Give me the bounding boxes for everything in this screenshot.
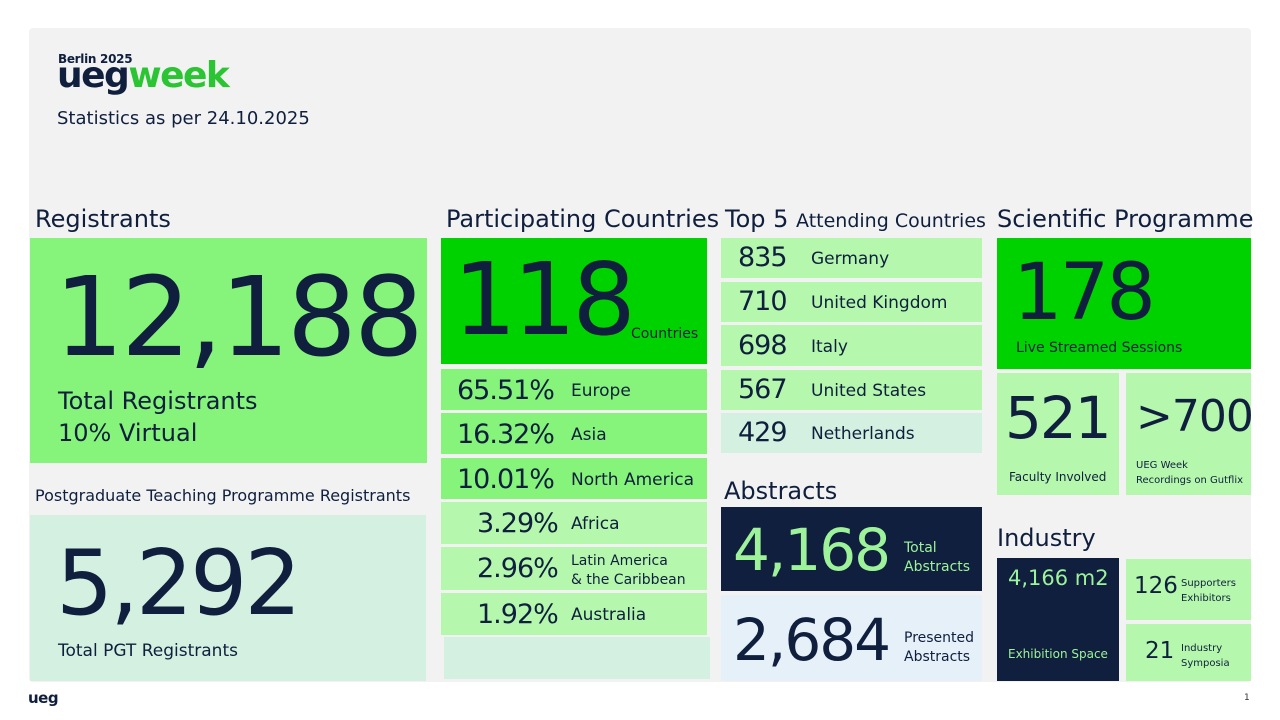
logo-city-year: Berlin 2025: [58, 52, 133, 66]
faculty-label: Faculty Involved: [1009, 470, 1107, 484]
top5-row: 698 Italy: [721, 325, 982, 366]
top5-count: 567: [738, 374, 788, 405]
top5-heading-main: Top 5: [725, 205, 789, 233]
pgt-heading: Postgraduate Teaching Programme Registra…: [35, 486, 411, 505]
symposia-label2: Symposia: [1181, 658, 1230, 669]
region-row-latin-america: 2.96% Latin America & the Caribbean: [441, 547, 707, 590]
footer-ueg-logo: ueg: [28, 689, 59, 707]
abstracts-presented-label: Presented Abstracts: [904, 629, 974, 667]
supporters-label1: Supporters: [1181, 578, 1237, 589]
top5-row: 835 Germany: [721, 238, 982, 278]
supporters-count: 126: [1134, 573, 1178, 599]
region-row-africa: 3.29% Africa: [441, 502, 707, 544]
region-pct: 2.96%: [477, 553, 559, 584]
sessions-label: Live Streamed Sessions: [1016, 340, 1183, 356]
recordings-label1: UEG Week: [1136, 460, 1188, 471]
countries-card: 118 Countries: [441, 238, 707, 364]
region-row-north-america: 10.01% North America: [441, 458, 707, 499]
registrants-total: 12,188: [54, 253, 424, 381]
exhibition-space-value: 4,166 m2: [1008, 566, 1109, 590]
top5-heading-rest: Attending Countries: [796, 210, 986, 232]
abstracts-presented: 2,684: [733, 606, 891, 674]
top5-heading: Top 5 Attending Countries: [725, 207, 986, 231]
faculty-count: 521: [1005, 384, 1112, 452]
symposia-card: 21 Industry Symposia: [1126, 624, 1251, 681]
top5-country: Italy: [811, 337, 848, 357]
registrants-heading: Registrants: [35, 205, 171, 233]
stats-date: Statistics as per 24.10.2025: [57, 108, 310, 129]
top5-row: 429 Netherlands: [721, 413, 982, 453]
abstracts-presented-card: 2,684 Presented Abstracts: [721, 595, 982, 681]
region-pct: 16.32%: [457, 419, 555, 450]
top5-row: 710 United Kingdom: [721, 282, 982, 322]
supporters-label2: Exhibitors: [1181, 593, 1231, 604]
abstracts-total-label: Total Abstracts: [904, 539, 970, 577]
registrants-virtual-label: 10% Virtual: [58, 419, 198, 447]
countries-count: 118: [453, 241, 636, 358]
countries-heading: Participating Countries: [446, 205, 720, 233]
region-name: Australia: [571, 605, 647, 625]
registrants-card: 12,188 Total Registrants 10% Virtual: [30, 238, 427, 463]
recordings-count: >700: [1136, 391, 1254, 442]
top5-country: Netherlands: [811, 424, 915, 444]
region-row-australia: 1.92% Australia: [441, 593, 707, 635]
faculty-card: 521 Faculty Involved: [997, 373, 1119, 495]
region-name: Latin America & the Caribbean: [571, 552, 686, 590]
pgt-total: 5,292: [56, 531, 302, 636]
supporters-label: Supporters Exhibitors: [1181, 576, 1236, 606]
exhibition-space-card: 4,166 m2 Exhibition Space: [997, 558, 1119, 681]
region-name: North America: [571, 470, 695, 490]
abstracts-presented-label1: Presented: [904, 630, 975, 646]
top5-country: United States: [811, 381, 927, 401]
symposia-label1: Industry: [1181, 643, 1223, 654]
abstracts-total-label1: Total: [904, 540, 937, 556]
region-name: Asia: [571, 425, 607, 445]
region-pct: 10.01%: [457, 464, 555, 495]
region-row-asia: 16.32% Asia: [441, 413, 707, 454]
registrants-total-label: Total Registrants: [58, 387, 258, 415]
sessions-count: 178: [1013, 248, 1156, 338]
region-name-line1: Latin America: [571, 553, 668, 569]
abstracts-total-card: 4,168 Total Abstracts: [721, 507, 982, 591]
recordings-card: >700 UEG Week Recordings on Gutflix: [1126, 373, 1254, 495]
top5-country: Germany: [811, 249, 890, 269]
region-row-empty: [444, 637, 710, 679]
supporters-card: 126 Supporters Exhibitors: [1126, 559, 1251, 620]
top5-row: 567 United States: [721, 370, 982, 410]
top5-count: 429: [738, 417, 788, 448]
recordings-label2: Recordings on Gutflix: [1136, 475, 1244, 486]
logo-week-text: week: [128, 55, 230, 96]
pgt-card: 5,292 Total PGT Registrants: [30, 515, 426, 681]
logo-ueg-text: ueg: [57, 55, 130, 96]
pgt-label: Total PGT Registrants: [58, 641, 238, 661]
region-row-europe: 65.51% Europe: [441, 369, 707, 410]
sessions-card: 178 Live Streamed Sessions: [997, 238, 1251, 369]
symposia-count: 21: [1145, 638, 1175, 664]
top5-count: 835: [738, 242, 788, 273]
top5-count: 710: [738, 286, 788, 317]
symposia-label: Industry Symposia: [1181, 641, 1230, 671]
recordings-label: UEG Week Recordings on Gutflix: [1136, 458, 1243, 488]
abstracts-total-label2: Abstracts: [904, 559, 971, 575]
abstracts-total: 4,168: [733, 516, 891, 584]
page-number: 1: [1244, 693, 1250, 703]
scientific-heading: Scientific Programme: [997, 205, 1254, 233]
abstracts-heading: Abstracts: [724, 477, 838, 505]
exhibition-space-label: Exhibition Space: [1008, 647, 1108, 661]
region-name: Europe: [571, 381, 631, 401]
region-name-line2: & the Caribbean: [571, 572, 686, 588]
abstracts-presented-label2: Abstracts: [904, 649, 971, 665]
region-pct: 1.92%: [477, 599, 559, 630]
industry-heading: Industry: [997, 524, 1096, 552]
top5-count: 698: [738, 330, 788, 361]
countries-count-label: Countries: [631, 326, 699, 342]
region-pct: 65.51%: [457, 375, 555, 406]
region-name: Africa: [571, 514, 620, 534]
top5-country: United Kingdom: [811, 293, 948, 313]
region-pct: 3.29%: [477, 508, 559, 539]
ueg-week-logo: uegweek: [57, 55, 230, 96]
